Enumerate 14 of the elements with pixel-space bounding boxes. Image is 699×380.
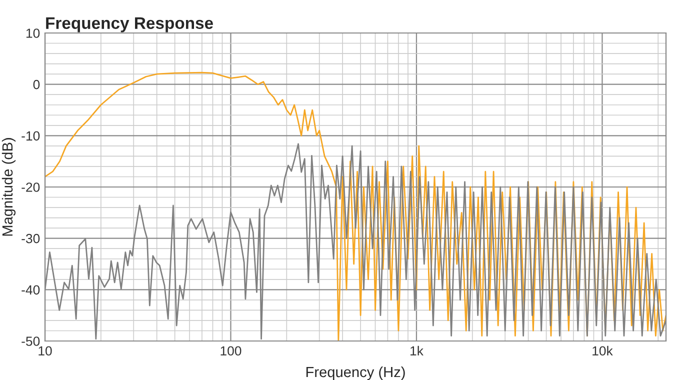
chart-title: Frequency Response xyxy=(46,17,213,32)
y-tick-label: -40 xyxy=(22,285,40,295)
x-tick-label: 10k xyxy=(592,346,613,356)
y-axis-title: Magnitude (dB) xyxy=(2,138,16,236)
x-axis-title: Frequency (Hz) xyxy=(306,366,405,380)
x-tick-label: 1k xyxy=(410,346,424,356)
y-tick-label: -10 xyxy=(22,131,40,141)
y-tick-label: -30 xyxy=(22,234,40,244)
y-tick-label: -20 xyxy=(22,182,40,192)
y-tick-label: 10 xyxy=(26,28,40,38)
x-tick-label: 10 xyxy=(38,346,52,356)
x-tick-label: 100 xyxy=(220,346,242,356)
y-tick-label: -50 xyxy=(22,336,40,346)
y-tick-label: 0 xyxy=(33,80,40,90)
